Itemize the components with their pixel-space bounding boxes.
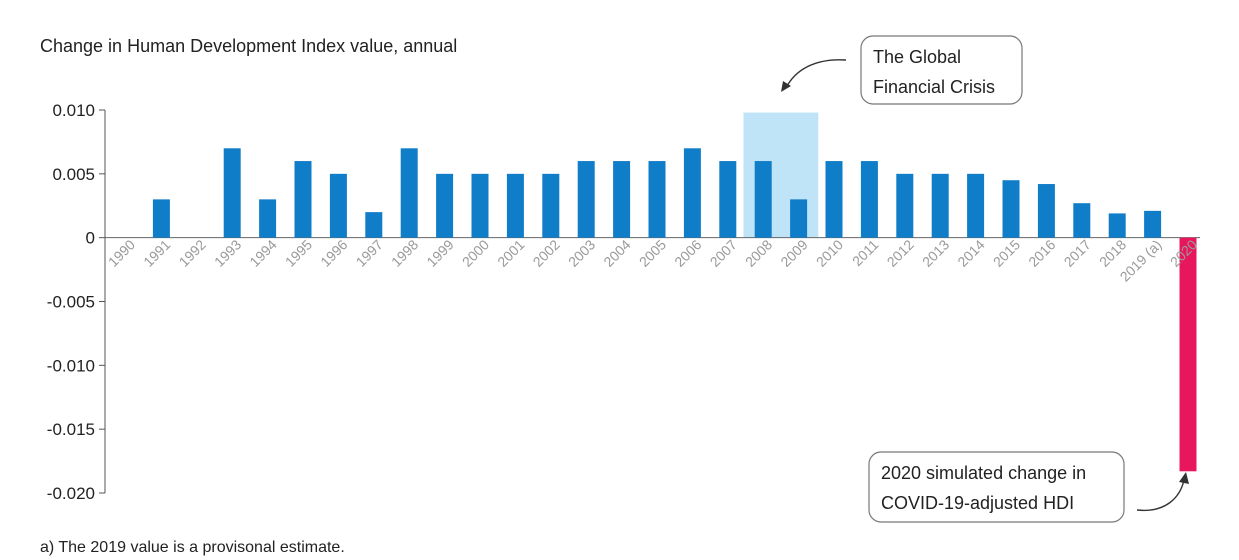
bar-2014	[967, 173, 985, 238]
y-tick-label: -0.010	[47, 356, 95, 375]
crisis-callout-box	[860, 35, 1023, 105]
x-tick-label: 2017	[1061, 236, 1094, 269]
x-tick-label: 1996	[317, 236, 350, 269]
x-tick-label: 2011	[849, 236, 882, 269]
y-axis: 0.010 0.005 0 -0.005 -0.010 -0.015 -0.020	[47, 101, 106, 503]
bar-1998	[400, 148, 418, 238]
bar-2018	[1108, 213, 1126, 238]
bar-2009	[790, 199, 808, 238]
x-tick-label: 1999	[423, 236, 456, 269]
footnote: a) The 2019 value is a provisonal estima…	[40, 539, 345, 556]
y-tick-label: -0.005	[47, 293, 95, 312]
bar-2013	[931, 173, 949, 238]
y-tick-label: 0.010	[52, 101, 95, 120]
x-tick-label: 1994	[246, 236, 279, 269]
x-tick-label: 2001	[494, 236, 527, 269]
covid-callout-line-2: COVID-19-adjusted HDI	[881, 493, 1074, 513]
chart-title: Change in Human Development Index value,…	[40, 36, 457, 56]
x-tick-label: 2016	[1025, 236, 1058, 269]
bar-2001	[506, 173, 524, 238]
x-tick-label: 1991	[140, 236, 173, 269]
bar-1997	[365, 212, 383, 238]
x-tick-label: 1993	[211, 236, 244, 269]
bar-2004	[613, 161, 631, 238]
bar-1996	[329, 173, 347, 238]
x-tick-label: 1998	[388, 236, 421, 269]
crisis-callout-arrow	[785, 59, 847, 89]
bar-2002	[542, 173, 560, 238]
bar-2006	[683, 148, 701, 238]
bar-2007	[719, 161, 737, 238]
bar-1994	[259, 199, 277, 238]
x-tick-label: 1995	[282, 236, 315, 269]
x-axis-labels: 1990 1991 1992 1993 1994 1995 1996 1997 1998 1999…	[105, 236, 1200, 284]
bar-1995	[294, 161, 312, 238]
bar-2012	[896, 173, 914, 238]
bar-1999	[436, 173, 454, 238]
x-tick-label: 2013	[919, 236, 952, 269]
covid-callout-arrowhead	[1179, 472, 1189, 484]
covid-callout-line-1: 2020 simulated change in	[881, 463, 1086, 483]
x-tick-label: 2006	[671, 236, 704, 269]
y-tick-label: -0.015	[47, 420, 95, 439]
bar-2015	[1002, 180, 1020, 238]
x-tick-label: 2004	[600, 236, 633, 269]
y-tick-label: 0.005	[52, 165, 95, 184]
x-tick-label: 2003	[565, 236, 598, 269]
x-tick-label: 2000	[459, 236, 492, 269]
bar-2010	[825, 161, 843, 238]
x-tick-label: 1997	[353, 236, 386, 269]
bar-2000	[471, 173, 489, 238]
bar-2019	[1144, 210, 1162, 238]
x-tick-label: 2009	[777, 236, 810, 269]
x-tick-label: 1992	[176, 236, 209, 269]
x-tick-label: 2002	[530, 236, 563, 269]
bar-2017	[1073, 203, 1091, 238]
bar-1993	[223, 148, 241, 238]
crisis-callout-line-1: The Global	[873, 47, 961, 67]
bar-2003	[577, 161, 595, 238]
x-tick-label: 1990	[105, 236, 138, 269]
bars	[152, 148, 1197, 472]
bar-2008	[754, 161, 772, 238]
bar-2020	[1179, 237, 1197, 472]
x-tick-label: 2008	[742, 236, 775, 269]
x-tick-label: 2015	[990, 236, 1023, 269]
x-tick-label: 2014	[954, 236, 987, 269]
covid-callout: 2020 simulated change in COVID-19-adjust…	[868, 451, 1189, 523]
covid-callout-box	[868, 451, 1125, 523]
bar-2011	[860, 161, 878, 238]
bar-1991	[152, 199, 170, 238]
x-tick-label: 2007	[707, 236, 740, 269]
x-tick-label: 2005	[636, 236, 669, 269]
bar-2016	[1037, 184, 1055, 238]
crisis-callout: The Global Financial Crisis	[781, 35, 1023, 105]
y-tick-label: 0	[86, 229, 95, 248]
x-tick-label: 2010	[813, 236, 846, 269]
crisis-callout-arrowhead	[781, 81, 791, 92]
y-tick-label: -0.020	[47, 484, 95, 503]
crisis-callout-line-2: Financial Crisis	[873, 77, 995, 97]
bar-2005	[648, 161, 666, 238]
covid-callout-arrow	[1136, 479, 1185, 512]
x-tick-label: 2012	[884, 236, 917, 269]
